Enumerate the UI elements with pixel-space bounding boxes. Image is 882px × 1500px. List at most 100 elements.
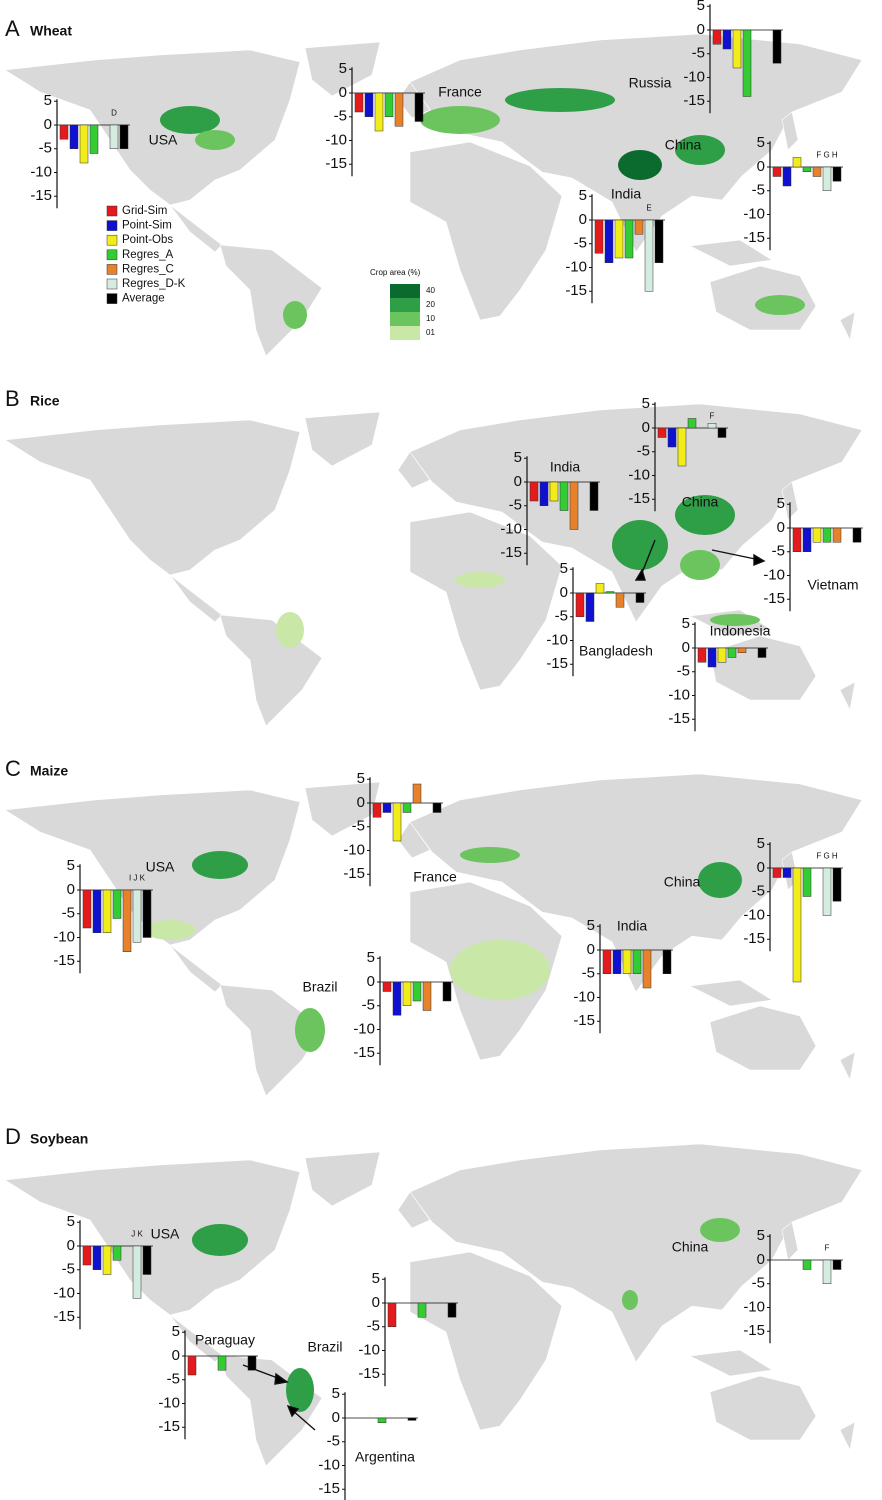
- bar: [707, 423, 717, 429]
- map-wheat: [4, 33, 863, 357]
- bar: [822, 527, 832, 543]
- y-tick-label: 0: [587, 941, 595, 958]
- y-tick-label: 5: [372, 1270, 380, 1287]
- legend-label: Regres_C: [122, 263, 174, 275]
- y-tick-label: -15: [53, 1308, 75, 1325]
- bar: [717, 427, 727, 438]
- panel-crop: Soybean: [30, 1131, 88, 1147]
- bar: [657, 427, 667, 438]
- inset-chart: 5 0 -5 -10 -15 F G H: [743, 835, 843, 983]
- bar: [447, 1302, 457, 1318]
- legend-label: Grid-Sim: [122, 205, 167, 217]
- bar: [384, 92, 394, 117]
- bar: [832, 527, 842, 543]
- bar: [372, 802, 382, 818]
- inset-chart: 5 0 -5 -10 -15: [500, 449, 600, 566]
- bar: [529, 481, 539, 502]
- y-tick-label: 5: [587, 917, 595, 934]
- y-tick-label: 0: [757, 1251, 765, 1268]
- annotation: F: [825, 1243, 830, 1252]
- y-tick-label: -15: [763, 590, 785, 607]
- bar: [354, 92, 364, 113]
- panel-label: C: [5, 756, 21, 781]
- y-tick-label: -5: [772, 543, 785, 560]
- bar: [374, 92, 384, 132]
- y-tick-label: 5: [67, 1213, 75, 1230]
- y-tick-label: -10: [500, 520, 522, 537]
- y-tick-label: -5: [362, 997, 375, 1014]
- y-tick-label: -10: [318, 1456, 340, 1473]
- legend-label: Point-Obs: [122, 234, 173, 246]
- bar: [707, 647, 717, 668]
- y-tick-label: -5: [509, 497, 522, 514]
- y-tick-label: 0: [44, 116, 52, 133]
- bar: [812, 527, 822, 543]
- bar: [112, 1245, 122, 1261]
- inset-chart: 5 0 -5 -10 -15: [318, 1385, 418, 1500]
- y-tick-label: -5: [752, 182, 765, 199]
- y-tick-label: -15: [573, 1012, 595, 1029]
- crop-legend-swatch: [390, 298, 420, 312]
- legend-label: Regres_D-K: [122, 278, 186, 290]
- y-tick-label: 5: [697, 0, 705, 14]
- bar: [402, 981, 412, 1006]
- crop-legend-swatch: [390, 326, 420, 340]
- y-tick-label: -10: [668, 686, 690, 703]
- panel-label: A: [5, 16, 20, 41]
- bar: [634, 219, 644, 235]
- bar: [92, 889, 102, 933]
- y-tick-label: 0: [777, 519, 785, 536]
- annotation: F G H: [816, 150, 838, 159]
- inset-chart: 5 0 -5 -10 -15 J K: [53, 1213, 153, 1330]
- bar: [442, 981, 452, 1002]
- map-soybean: [4, 1143, 863, 1467]
- bar: [612, 949, 622, 974]
- y-tick-label: 5: [67, 857, 75, 874]
- bar: [92, 1245, 102, 1270]
- bar: [802, 867, 812, 897]
- legend-swatch: [106, 278, 118, 290]
- y-tick-label: 0: [67, 881, 75, 898]
- bar: [394, 92, 404, 127]
- bar: [132, 889, 142, 943]
- bar: [802, 166, 812, 172]
- y-tick-label: -10: [743, 205, 765, 222]
- bar: [604, 219, 614, 263]
- y-tick-label: -10: [358, 1341, 380, 1358]
- bar: [119, 124, 129, 149]
- y-tick-label: -15: [743, 229, 765, 246]
- y-tick-label: 5: [367, 949, 375, 966]
- bar: [102, 1245, 112, 1275]
- bar: [792, 527, 802, 552]
- inset-chart: 5 0 -5 -10 -15 F G H: [743, 134, 843, 251]
- legend-label: Regres_A: [122, 249, 173, 261]
- legend-swatch: [106, 205, 118, 217]
- y-tick-label: 0: [372, 1294, 380, 1311]
- inset-chart: 5 0 -5 -10 -15: [763, 495, 863, 612]
- y-tick-label: -5: [62, 1261, 75, 1278]
- y-tick-label: -10: [30, 163, 52, 180]
- y-tick-label: -15: [743, 1322, 765, 1339]
- bar: [737, 647, 747, 653]
- legend-swatch: [106, 220, 118, 231]
- y-tick-label: 0: [579, 211, 587, 228]
- bar: [772, 166, 782, 177]
- bar: [802, 527, 812, 552]
- inset-chart: 5 0 -5 -10 -15 D: [30, 92, 130, 209]
- y-tick-label: -15: [743, 930, 765, 947]
- country-label: India: [611, 186, 642, 202]
- panel-label: B: [5, 386, 20, 411]
- crop-legend-label: 10: [426, 314, 435, 323]
- y-tick-label: 5: [172, 1323, 180, 1340]
- y-tick-label: 5: [757, 1227, 765, 1244]
- y-tick-label: -15: [53, 952, 75, 969]
- y-tick-label: -15: [500, 544, 522, 561]
- y-tick-label: 0: [757, 158, 765, 175]
- country-label: USA: [151, 1226, 180, 1242]
- bar: [382, 802, 392, 813]
- bar: [832, 166, 842, 182]
- y-tick-label: -10: [683, 68, 705, 85]
- bar: [602, 949, 612, 974]
- y-tick-label: -5: [167, 1371, 180, 1388]
